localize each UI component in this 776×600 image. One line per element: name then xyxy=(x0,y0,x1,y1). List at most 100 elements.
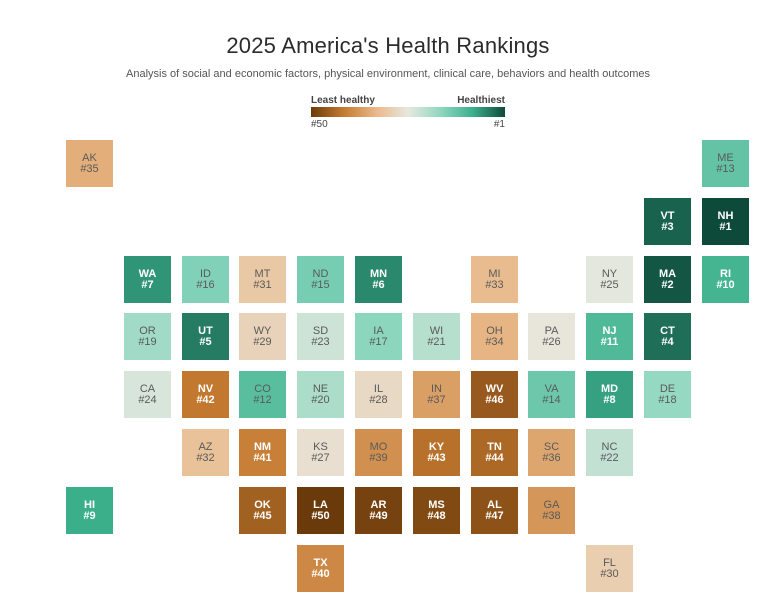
state-tile-mo[interactable]: MO #39 xyxy=(355,429,402,476)
state-tile-id[interactable]: ID #16 xyxy=(182,256,229,303)
legend-least-label: Least healthy xyxy=(311,95,375,106)
state-rank: #15 xyxy=(311,278,330,291)
state-abbr: KY xyxy=(428,440,445,453)
state-tile-al[interactable]: AL #47 xyxy=(471,487,518,534)
state-tile-mi[interactable]: MI #33 xyxy=(471,256,518,303)
state-abbr: CO xyxy=(254,382,271,395)
state-abbr: HI xyxy=(84,498,95,511)
state-tile-wy[interactable]: WY #29 xyxy=(239,313,286,360)
state-tile-ks[interactable]: KS #27 xyxy=(297,429,344,476)
state-tile-ny[interactable]: NY #25 xyxy=(586,256,633,303)
state-tile-ar[interactable]: AR #49 xyxy=(355,487,402,534)
state-abbr: IN xyxy=(431,382,442,395)
state-tile-nh[interactable]: NH #1 xyxy=(702,198,749,245)
state-abbr: MS xyxy=(428,498,445,511)
state-rank: #45 xyxy=(253,509,272,522)
state-rank: #29 xyxy=(253,335,272,348)
state-abbr: TN xyxy=(487,440,502,453)
state-tile-ms[interactable]: MS #48 xyxy=(413,487,460,534)
state-abbr: OK xyxy=(254,498,271,511)
state-rank: #22 xyxy=(600,451,619,464)
state-abbr: IL xyxy=(373,382,384,395)
state-rank: #37 xyxy=(427,393,446,406)
state-tile-ct[interactable]: CT #4 xyxy=(644,313,691,360)
state-tile-nj[interactable]: NJ #11 xyxy=(586,313,633,360)
state-abbr: FL xyxy=(603,556,616,569)
state-rank: #10 xyxy=(716,278,735,291)
state-tile-md[interactable]: MD #8 xyxy=(586,371,633,418)
chart-title: 2025 America's Health Rankings xyxy=(226,33,550,58)
state-abbr: ID xyxy=(200,267,211,280)
state-tile-pa[interactable]: PA #26 xyxy=(528,313,575,360)
state-rank: #35 xyxy=(80,162,99,175)
state-tile-nc[interactable]: NC #22 xyxy=(586,429,633,476)
chart-subtitle: Analysis of social and economic factors,… xyxy=(126,68,650,80)
state-rank: #33 xyxy=(485,278,504,291)
state-rank: #20 xyxy=(311,393,330,406)
state-tile-wa[interactable]: WA #7 xyxy=(124,256,171,303)
state-tile-tx[interactable]: TX #40 xyxy=(297,545,344,592)
color-legend: Least healthy Healthiest #50 #1 xyxy=(311,95,505,131)
state-rank: #41 xyxy=(253,451,272,464)
state-tile-me[interactable]: ME #13 xyxy=(702,140,749,187)
state-tile-ma[interactable]: MA #2 xyxy=(644,256,691,303)
state-tile-co[interactable]: CO #12 xyxy=(239,371,286,418)
state-tile-de[interactable]: DE #18 xyxy=(644,371,691,418)
state-rank: #40 xyxy=(311,567,330,580)
state-tile-wi[interactable]: WI #21 xyxy=(413,313,460,360)
state-tile-ut[interactable]: UT #5 xyxy=(182,313,229,360)
legend-least-rank: #50 xyxy=(311,119,328,130)
state-tile-sd[interactable]: SD #23 xyxy=(297,313,344,360)
state-abbr: VT xyxy=(660,209,675,222)
state-abbr: WA xyxy=(138,267,157,280)
state-tile-ia[interactable]: IA #17 xyxy=(355,313,402,360)
state-abbr: ND xyxy=(312,267,329,280)
state-rank: #1 xyxy=(719,220,732,233)
state-tile-ak[interactable]: AK #35 xyxy=(66,140,113,187)
state-abbr: MN xyxy=(369,267,388,280)
state-abbr: MD xyxy=(600,382,619,395)
state-tile-or[interactable]: OR #19 xyxy=(124,313,171,360)
state-rank: #30 xyxy=(600,567,619,580)
state-rank: #21 xyxy=(427,335,446,348)
state-tile-ca[interactable]: CA #24 xyxy=(124,371,171,418)
state-tile-ga[interactable]: GA #38 xyxy=(528,487,575,534)
state-tile-la[interactable]: LA #50 xyxy=(297,487,344,534)
state-tile-nd[interactable]: ND #15 xyxy=(297,256,344,303)
state-rank: #12 xyxy=(253,393,272,406)
state-tile-sc[interactable]: SC #36 xyxy=(528,429,575,476)
state-tile-ky[interactable]: KY #43 xyxy=(413,429,460,476)
state-tile-mt[interactable]: MT #31 xyxy=(239,256,286,303)
state-abbr: UT xyxy=(198,324,213,337)
state-rank: #28 xyxy=(369,393,388,406)
state-abbr: WV xyxy=(485,382,504,395)
state-tile-wv[interactable]: WV #46 xyxy=(471,371,518,418)
state-rank: #2 xyxy=(661,278,674,291)
state-tile-nv[interactable]: NV #42 xyxy=(182,371,229,418)
state-tile-oh[interactable]: OH #34 xyxy=(471,313,518,360)
state-tile-in[interactable]: IN #37 xyxy=(413,371,460,418)
state-tile-ri[interactable]: RI #10 xyxy=(702,256,749,303)
state-abbr: AR xyxy=(370,498,387,511)
state-abbr: OH xyxy=(486,324,503,337)
state-abbr: NH xyxy=(717,209,734,222)
state-tile-hi[interactable]: HI #9 xyxy=(66,487,113,534)
state-tile-ne[interactable]: NE #20 xyxy=(297,371,344,418)
state-tile-ok[interactable]: OK #45 xyxy=(239,487,286,534)
state-tile-fl[interactable]: FL #30 xyxy=(586,545,633,592)
state-tile-vt[interactable]: VT #3 xyxy=(644,198,691,245)
state-tile-va[interactable]: VA #14 xyxy=(528,371,575,418)
legend-gradient-bar xyxy=(311,107,505,117)
state-tile-tn[interactable]: TN #44 xyxy=(471,429,518,476)
state-abbr: IA xyxy=(373,324,384,337)
state-rank: #44 xyxy=(485,451,504,464)
state-tile-mn[interactable]: MN #6 xyxy=(355,256,402,303)
state-tile-az[interactable]: AZ #32 xyxy=(182,429,229,476)
state-rank: #23 xyxy=(311,335,330,348)
state-rank: #25 xyxy=(600,278,619,291)
state-tile-il[interactable]: IL #28 xyxy=(355,371,402,418)
state-rank: #50 xyxy=(311,509,330,522)
state-rank: #7 xyxy=(141,278,154,291)
state-tile-nm[interactable]: NM #41 xyxy=(239,429,286,476)
state-rank: #24 xyxy=(138,393,157,406)
